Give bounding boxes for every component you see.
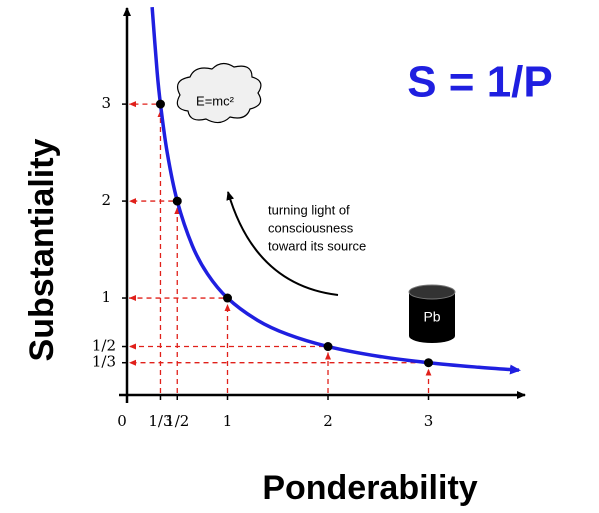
annotation-line: turning light of [268,202,350,217]
annotation-line: consciousness [268,220,354,235]
x-tick-label: 1/2 [165,412,189,430]
x-tick-label: 0 [117,412,127,430]
annotation-line: toward its source [268,238,366,253]
formula-title: S = 1/P [407,58,553,107]
x-tick-label: 1/3 [148,412,172,430]
y-tick-label: 1/2 [92,337,116,355]
y-tick-label: 1 [101,288,111,306]
point [424,358,434,368]
y-tick-label: 3 [101,94,111,112]
x-tick-label: 3 [424,412,434,430]
y-tick-label: 1/3 [92,353,116,371]
annotation-arrow [226,191,339,296]
x-tick-label: 2 [323,412,333,430]
cylinder-top [408,284,456,300]
point [323,342,333,352]
cylinder-label: Pb [423,309,440,325]
x-axis-title: Ponderability [262,469,477,507]
cloud-label: E=mc² [196,93,235,108]
cylinder [409,292,455,343]
y-axis-title: Substantiality [23,138,61,361]
cloud [176,62,262,124]
point [172,196,182,206]
x-tick-label: 1 [223,412,233,430]
point [223,293,233,303]
annotation: turning light of consciousness toward its … [268,202,366,253]
point [155,99,165,109]
y-tick-label: 2 [101,191,111,209]
